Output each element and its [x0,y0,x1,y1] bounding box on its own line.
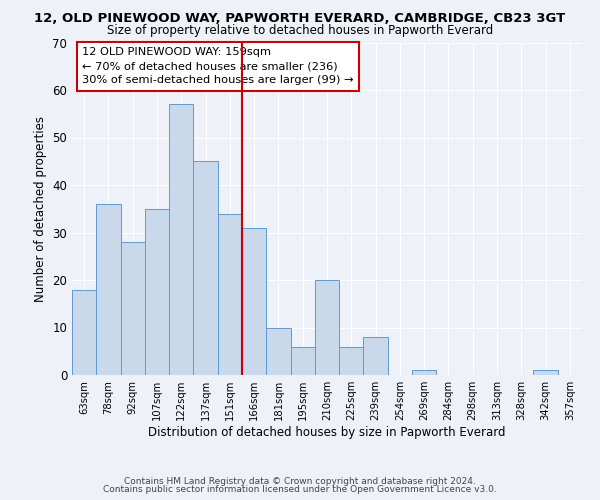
Bar [218,214,242,375]
Bar [242,228,266,375]
Bar [412,370,436,375]
Bar [339,346,364,375]
Bar [193,161,218,375]
Text: Size of property relative to detached houses in Papworth Everard: Size of property relative to detached ho… [107,24,493,37]
Bar [533,370,558,375]
Bar [364,337,388,375]
Bar [290,346,315,375]
Bar [169,104,193,375]
Text: 12 OLD PINEWOOD WAY: 159sqm
← 70% of detached houses are smaller (236)
30% of se: 12 OLD PINEWOOD WAY: 159sqm ← 70% of det… [82,48,354,86]
Text: 12, OLD PINEWOOD WAY, PAPWORTH EVERARD, CAMBRIDGE, CB23 3GT: 12, OLD PINEWOOD WAY, PAPWORTH EVERARD, … [34,12,566,26]
Text: Contains HM Land Registry data © Crown copyright and database right 2024.: Contains HM Land Registry data © Crown c… [124,477,476,486]
Bar [72,290,96,375]
Bar [266,328,290,375]
Bar [96,204,121,375]
Bar [315,280,339,375]
Bar [145,209,169,375]
Bar [121,242,145,375]
Text: Contains public sector information licensed under the Open Government Licence v3: Contains public sector information licen… [103,485,497,494]
X-axis label: Distribution of detached houses by size in Papworth Everard: Distribution of detached houses by size … [148,426,506,439]
Y-axis label: Number of detached properties: Number of detached properties [34,116,47,302]
